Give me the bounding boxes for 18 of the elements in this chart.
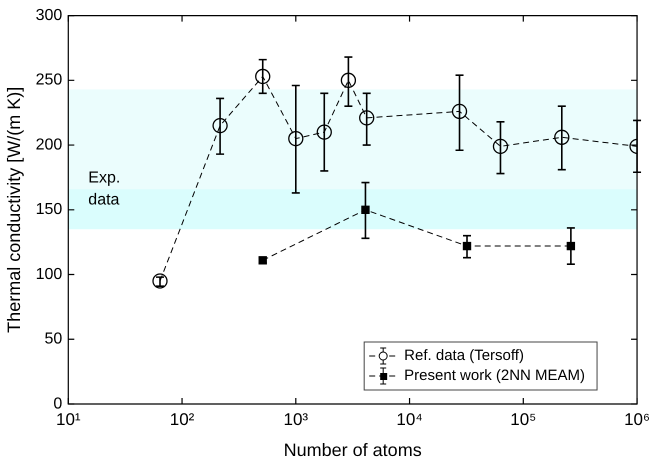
y-tick-label: 250 [36,72,62,89]
y-tick-label: 300 [36,7,62,24]
x-tick-label: 10⁴ [396,410,423,429]
y-tick-label: 0 [53,395,62,412]
y-tick-label: 200 [36,136,62,154]
x-tick-label: 10² [170,410,195,429]
x-tick-label: 10⁵ [510,410,536,429]
y-tick-label: 100 [36,266,62,283]
annotation: Exp. data [88,169,120,208]
y-axis-title: Thermal conductivity [W/(m K)] [4,86,24,333]
x-axis-title: Number of atoms [284,440,422,460]
y-tick-label: 50 [44,330,62,348]
x-tick-label: 10³ [284,410,308,429]
x-tick-label: 10¹ [56,410,81,429]
x-tick-label: 10⁶ [624,410,650,429]
legend-label: Present work (2NN MEAM) [404,367,586,384]
legend-label: Ref. data (Tersoff) [404,347,524,364]
y-tick-label: 150 [36,201,62,218]
